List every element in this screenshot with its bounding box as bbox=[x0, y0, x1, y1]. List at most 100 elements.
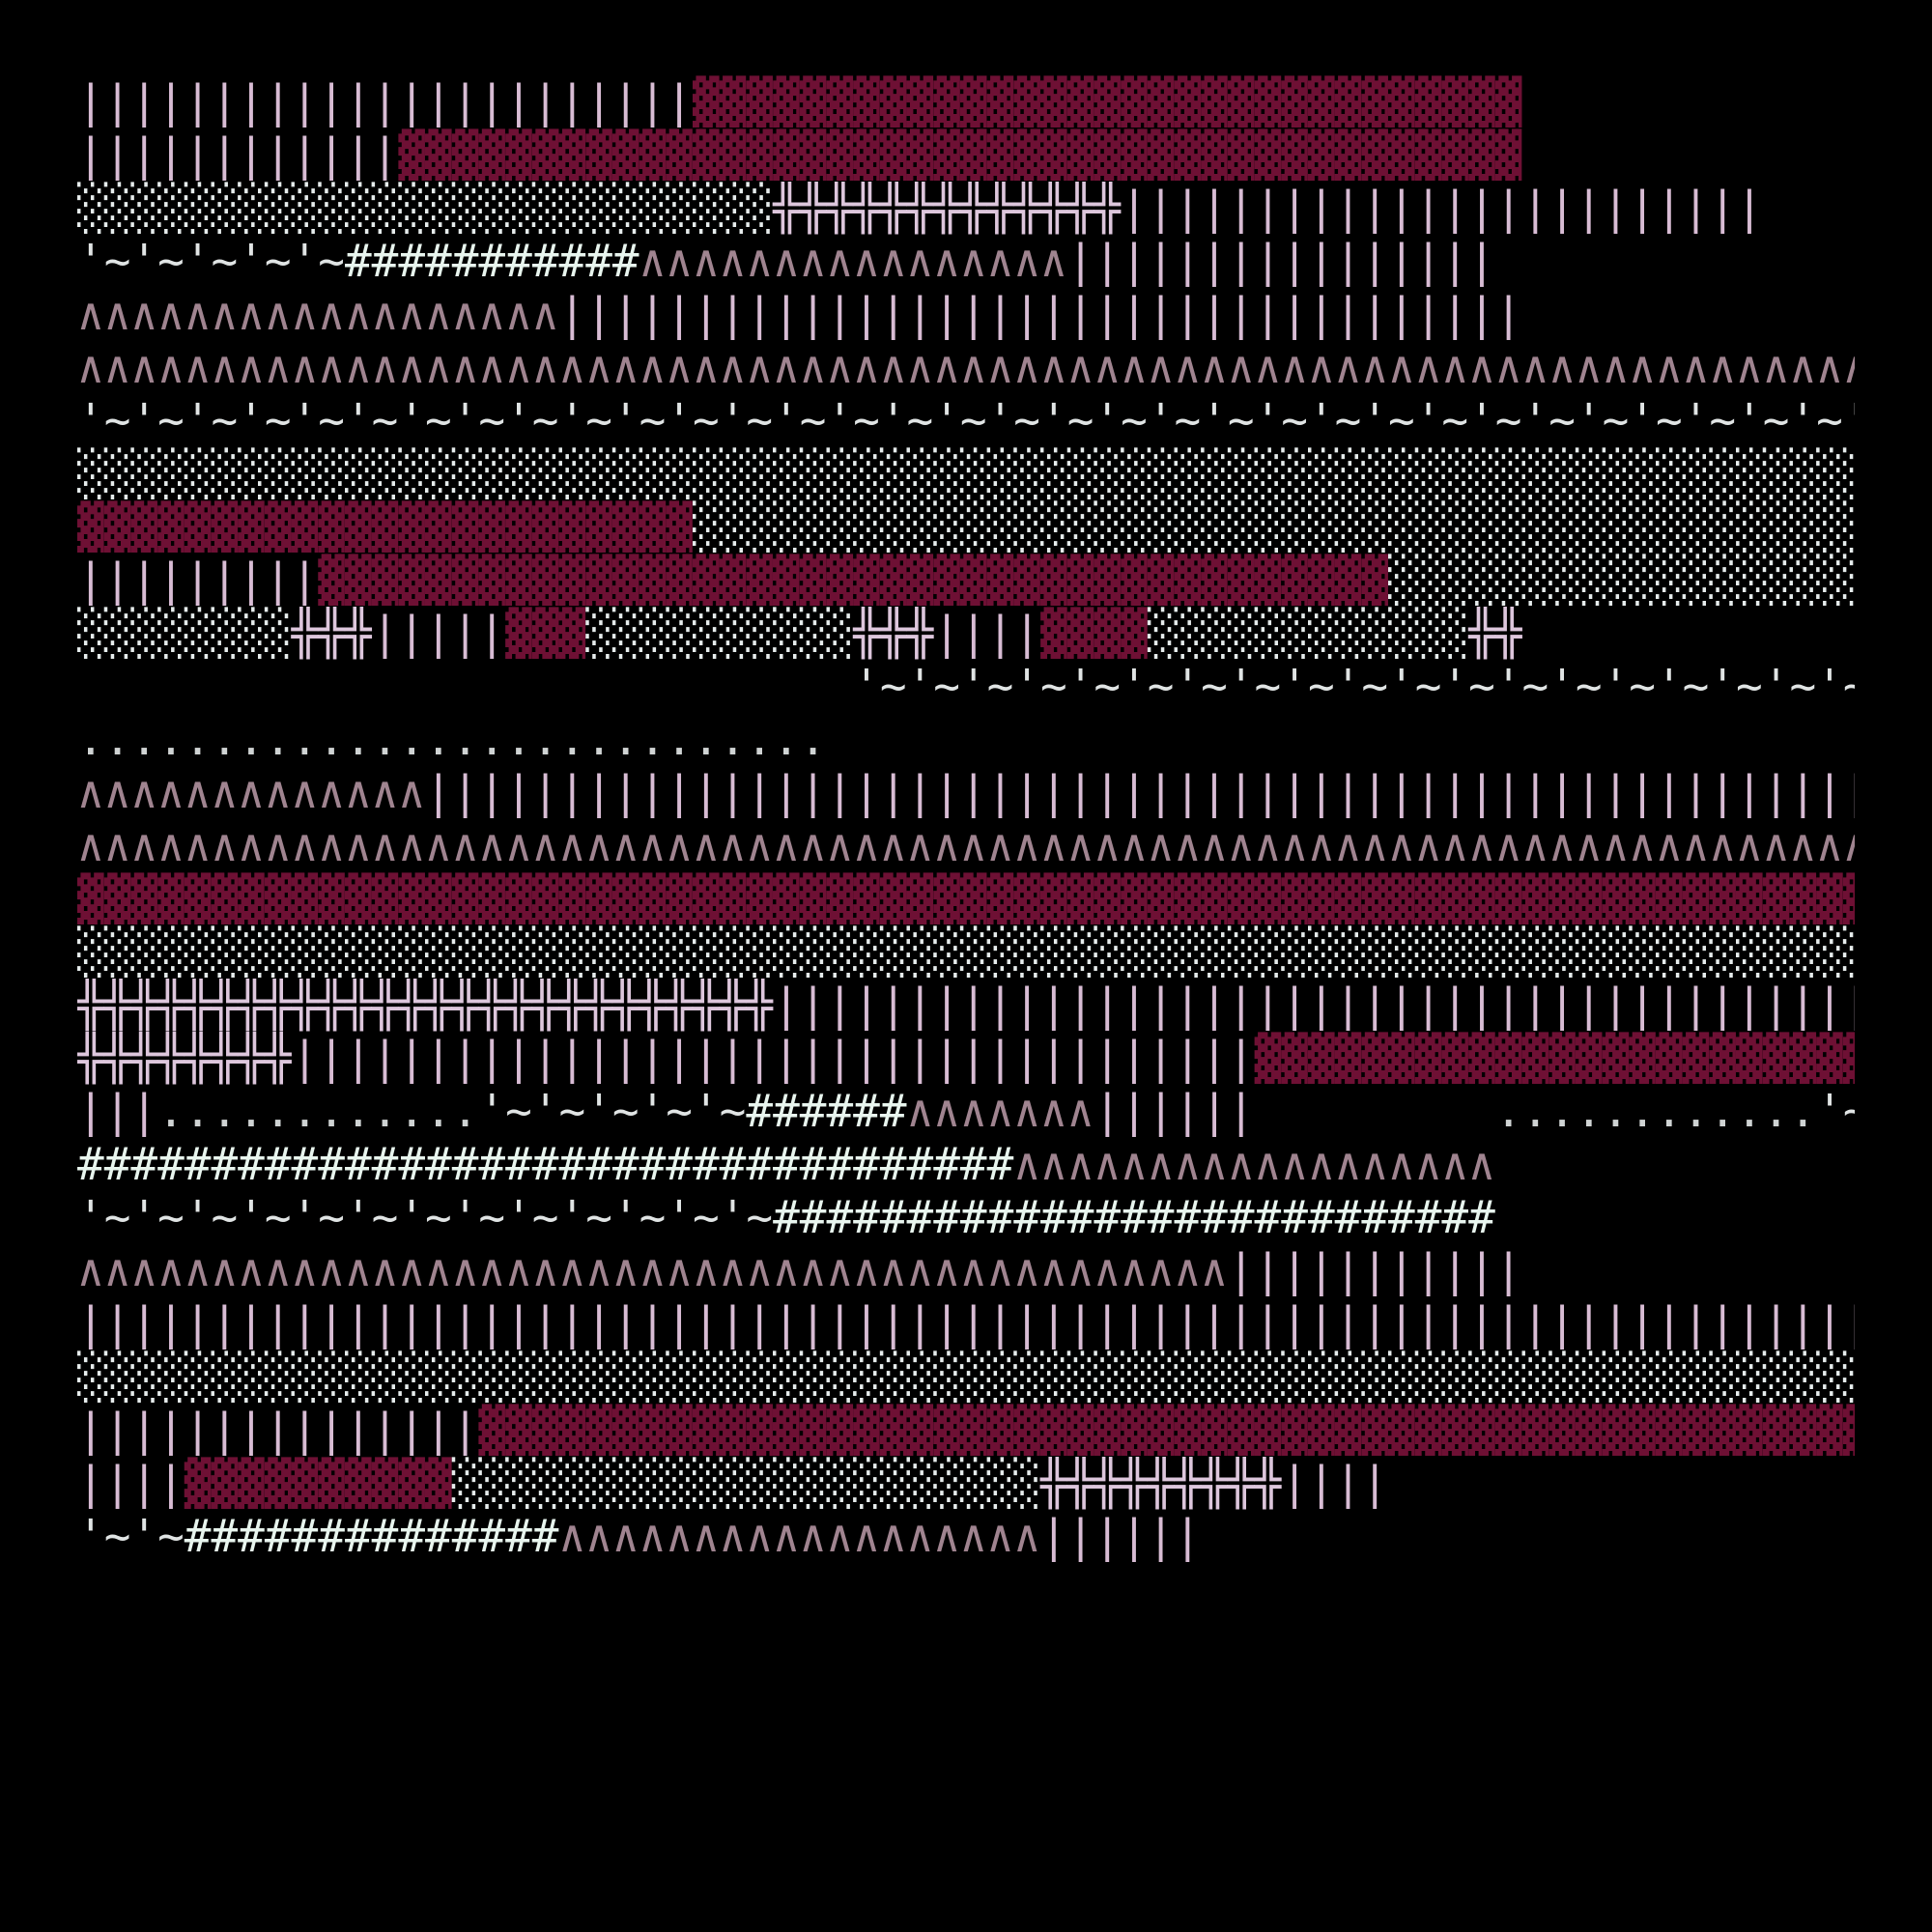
glyph-run-hash: ############## bbox=[184, 1510, 559, 1562]
glyph-run-pad bbox=[1522, 75, 1855, 128]
glyph-run-light_dither: ░░░░░░░░░░░░░░░░░░░░░ bbox=[1388, 554, 1855, 606]
glyph-run-pad bbox=[1522, 1244, 1856, 1296]
glyph-run-wave: '~'~'~'~'~'~'~'~'~'~'~'~'~'~'~'~'~'~'~'~… bbox=[77, 394, 1855, 446]
glyph-run-triangle: ∧∧∧∧∧∧∧∧∧∧∧∧∧∧∧∧∧∧∧∧∧∧∧∧∧∧∧∧∧∧∧∧∧∧∧∧∧∧∧∧… bbox=[77, 341, 1855, 393]
glyph-run-light_dither: ░░░░░░░░░░░░░░░░░░░░░░ bbox=[451, 1457, 1041, 1509]
glyph-row: '~'~'~'~'~'~'~'~'~'~'~'~'~##############… bbox=[77, 1191, 1855, 1244]
glyph-run-bar: ||||||||||||||||||||||||||||||||||||||||… bbox=[425, 766, 1855, 818]
glyph-row: '~'~##############∧∧∧∧∧∧∧∧∧∧∧∧∧∧∧∧∧∧||||… bbox=[77, 1510, 1855, 1563]
glyph-run-triangle: ∧∧∧∧∧∧∧∧∧∧∧∧∧∧∧∧∧∧∧∧∧∧∧∧∧∧∧∧∧∧∧∧∧∧∧∧∧∧∧∧… bbox=[77, 1244, 1228, 1296]
glyph-run-bar: ||||| bbox=[371, 607, 506, 659]
glyph-run-bar: |||||||||||||||||||||||||||||||||||| bbox=[558, 288, 1522, 340]
glyph-row: ∧∧∧∧∧∧∧∧∧∧∧∧∧∧∧∧∧∧∧∧∧∧∧∧∧∧∧∧∧∧∧∧∧∧∧∧∧∧∧∧… bbox=[77, 341, 1855, 394]
glyph-run-dark_dither: ▓▓▓▓▓▓▓▓▓▓▓▓▓▓▓▓▓▓▓▓▓▓▓▓▓▓▓▓▓▓▓▓▓▓▓▓▓▓▓▓… bbox=[77, 872, 1855, 924]
glyph-run-light_dither: ░░░░░░░░░░░░░░░░░░░░░░░░░░░░░░░░░░░░░░░░… bbox=[77, 447, 1855, 499]
glyph-run-hash: ###### bbox=[746, 1085, 907, 1137]
glyph-run-dots: ............................ bbox=[77, 713, 827, 765]
glyph-run-triangle: ∧∧∧∧∧∧∧ bbox=[906, 1085, 1094, 1137]
glyph-run-wave: '~ bbox=[1816, 1085, 1855, 1137]
glyph-run-hash: ################################### bbox=[77, 1138, 1014, 1190]
glyph-row: ||||▓▓▓▓▓▓▓▓▓▓░░░░░░░░░░░░░░░░░░░░░░╬╬╬╬… bbox=[77, 1457, 1855, 1510]
glyph-run-cross: ╬╬ bbox=[1468, 607, 1522, 659]
glyph-run-triangle: ∧∧∧∧∧∧∧∧∧∧∧∧∧∧∧∧∧∧ bbox=[1013, 1138, 1495, 1190]
glyph-run-wave: '~'~'~'~'~ bbox=[478, 1085, 747, 1137]
glyph-art-grid: |||||||||||||||||||||||▓▓▓▓▓▓▓▓▓▓▓▓▓▓▓▓▓… bbox=[77, 75, 1855, 1843]
glyph-row: ░░░░░░░░░░░░░░░░░░░░░░░░░░░░░░░░░░░░░░░░… bbox=[77, 1350, 1855, 1404]
glyph-row: ╬╬╬╬╬╬╬╬||||||||||||||||||||||||||||||||… bbox=[77, 1032, 1855, 1085]
glyph-row: |||||||||▓▓▓▓▓▓▓▓▓▓▓▓▓▓▓▓▓▓▓▓▓▓▓▓▓▓▓▓▓▓▓… bbox=[77, 554, 1855, 607]
glyph-row: '~'~'~'~'~###########∧∧∧∧∧∧∧∧∧∧∧∧∧∧∧∧|||… bbox=[77, 235, 1855, 288]
glyph-run-triangle: ∧∧∧∧∧∧∧∧∧∧∧∧∧∧∧∧∧∧∧∧∧∧∧∧∧∧∧∧∧∧∧∧∧∧∧∧∧∧∧∧… bbox=[77, 819, 1855, 871]
glyph-row: ∧∧∧∧∧∧∧∧∧∧∧∧∧∧∧∧∧∧||||||||||||||||||||||… bbox=[77, 288, 1855, 341]
glyph-run-light_dither: ░░░░░░░░░░ bbox=[585, 607, 854, 659]
glyph-row: ###################################∧∧∧∧∧… bbox=[77, 1138, 1855, 1191]
glyph-run-pad bbox=[1495, 1138, 1855, 1190]
glyph-run-bar: ||||||||||||||| bbox=[77, 1404, 479, 1456]
glyph-run-dots: ............ bbox=[1494, 1085, 1817, 1137]
glyph-run-cross: ╬╬╬ bbox=[291, 607, 372, 659]
glyph-run-hash: ########### bbox=[344, 235, 639, 287]
glyph-run-cross: ╬╬╬╬╬╬╬╬╬╬╬╬╬╬╬╬╬╬╬╬╬╬╬╬╬╬ bbox=[77, 979, 774, 1031]
glyph-run-dark_dither: ▓▓▓▓▓▓▓▓▓▓▓▓▓▓▓▓▓▓▓▓▓▓▓▓▓▓ bbox=[1254, 1032, 1855, 1084]
glyph-run-light_dither: ░░░░░░░░░░░░░░░░░░░░░░░░░░ bbox=[77, 182, 774, 234]
glyph-run-cross: ╬╬╬╬╬╬╬╬ bbox=[77, 1032, 292, 1084]
glyph-row: '~'~'~'~'~'~'~'~'~'~'~'~'~'~'~'~'~'~'~'~… bbox=[77, 394, 1855, 447]
glyph-run-pad bbox=[1495, 1191, 1855, 1243]
glyph-row: ▓▓▓▓▓▓▓▓▓▓▓▓▓▓▓▓▓▓▓▓▓▓▓▓▓▓▓▓▓▓▓▓▓▓▓▓▓▓▓▓… bbox=[77, 872, 1855, 925]
glyph-run-dots: ............ bbox=[157, 1085, 479, 1137]
glyph-row: ∧∧∧∧∧∧∧∧∧∧∧∧∧|||||||||||||||||||||||||||… bbox=[77, 766, 1855, 819]
glyph-run-cross: ╬╬╬╬╬╬╬╬╬ bbox=[1040, 1457, 1282, 1509]
glyph-run-pad bbox=[1763, 182, 1855, 234]
glyph-row: ||||||||||||▓▓▓▓▓▓▓▓▓▓▓▓▓▓▓▓▓▓▓▓▓▓▓▓▓▓▓▓… bbox=[77, 128, 1855, 182]
glyph-run-blank bbox=[77, 660, 853, 712]
glyph-row: ░░░░░░░░░░░░░░░░░░░░░░░░░░╬╬╬╬╬╬╬╬╬╬╬╬╬|… bbox=[77, 182, 1855, 235]
glyph-run-light_dither: ░░░░░░░░░░░░░░░░░░░░░░░░░░░░░░░░░░░░░░░░… bbox=[692, 500, 1855, 553]
glyph-row: ∧∧∧∧∧∧∧∧∧∧∧∧∧∧∧∧∧∧∧∧∧∧∧∧∧∧∧∧∧∧∧∧∧∧∧∧∧∧∧∧… bbox=[77, 819, 1855, 872]
glyph-run-wave: '~'~'~'~'~'~'~'~'~'~'~'~'~ bbox=[77, 1191, 774, 1243]
glyph-row: ∧∧∧∧∧∧∧∧∧∧∧∧∧∧∧∧∧∧∧∧∧∧∧∧∧∧∧∧∧∧∧∧∧∧∧∧∧∧∧∧… bbox=[77, 1244, 1855, 1297]
glyph-run-dark_dither: ▓▓▓▓▓▓▓▓▓▓▓▓▓▓▓▓▓▓▓▓▓▓▓ bbox=[77, 500, 693, 553]
glyph-run-pad bbox=[1495, 235, 1855, 287]
glyph-row: |||||||||||||||▓▓▓▓▓▓▓▓▓▓▓▓▓▓▓▓▓▓▓▓▓▓▓▓▓… bbox=[77, 1404, 1855, 1457]
glyph-run-bar: ||||||||| bbox=[77, 554, 319, 606]
glyph-row: ░░░░░░░░░░░░░░░░░░░░░░░░░░░░░░░░░░░░░░░░… bbox=[77, 447, 1855, 500]
glyph-run-light_dither: ░░░░░░░░░░░░░░░░░░░░░░░░░░░░░░░░░░░░░░░░… bbox=[77, 1350, 1855, 1403]
glyph-run-pad bbox=[1522, 607, 1855, 659]
glyph-run-bar: ||||||||||||||||||||||| bbox=[77, 75, 693, 128]
glyph-run-dark_dither: ▓▓▓ bbox=[505, 607, 586, 659]
glyph-run-wave: '~'~'~'~'~ bbox=[77, 235, 345, 287]
glyph-run-dark_dither: ▓▓▓▓▓▓▓▓▓▓▓▓▓▓▓▓▓▓▓▓▓▓▓▓▓▓▓▓▓▓▓ bbox=[692, 75, 1522, 128]
glyph-run-cross: ╬╬╬ bbox=[853, 607, 934, 659]
glyph-run-bar: ||||||||||| bbox=[1227, 1244, 1522, 1296]
glyph-run-dark_dither: ▓▓▓▓▓▓▓▓▓▓▓▓▓▓▓▓▓▓▓▓▓▓▓▓▓▓▓▓▓▓▓▓▓▓▓▓▓▓▓▓ bbox=[318, 554, 1389, 606]
glyph-run-bar: |||||| bbox=[1040, 1510, 1202, 1562]
glyph-row: ░░░░░░░░░░░░░░░░░░░░░░░░░░░░░░░░░░░░░░░░… bbox=[77, 925, 1855, 979]
glyph-run-triangle: ∧∧∧∧∧∧∧∧∧∧∧∧∧∧∧∧∧∧ bbox=[77, 288, 559, 340]
glyph-row: ............................ bbox=[77, 713, 1855, 766]
glyph-run-bar: |||||||||||||||| bbox=[1066, 235, 1495, 287]
glyph-row: |||............'~'~'~'~'~######∧∧∧∧∧∧∧||… bbox=[77, 1085, 1855, 1138]
glyph-run-dark_dither: ▓▓▓▓▓▓▓▓▓▓▓▓▓▓▓▓▓▓▓▓▓▓▓▓▓▓▓▓▓▓▓▓▓▓▓▓▓▓▓▓… bbox=[398, 128, 1522, 181]
glyph-run-bar: |||||||||||||||||||||||||||||||||||| bbox=[291, 1032, 1255, 1084]
glyph-run-bar: |||||||||||||||||||||||| bbox=[1121, 182, 1763, 234]
glyph-row: ░░░░░░░░╬╬╬|||||▓▓▓░░░░░░░░░░╬╬╬||||▓▓▓▓… bbox=[77, 607, 1855, 660]
glyph-run-triangle: ∧∧∧∧∧∧∧∧∧∧∧∧∧∧∧∧ bbox=[639, 235, 1067, 287]
glyph-run-pad bbox=[1201, 1510, 1855, 1562]
glyph-run-bar: |||| bbox=[933, 607, 1041, 659]
glyph-run-wave: '~'~'~'~'~'~'~'~'~'~'~'~'~'~'~'~'~'~'~'~… bbox=[853, 660, 1855, 712]
glyph-run-bar: ||||||||||||||||||||||||||||||||||||||||… bbox=[773, 979, 1855, 1031]
glyph-run-pad bbox=[1388, 1457, 1855, 1509]
glyph-run-bar: |||| bbox=[1281, 1457, 1389, 1509]
glyph-run-triangle: ∧∧∧∧∧∧∧∧∧∧∧∧∧∧∧∧∧∧ bbox=[558, 1510, 1041, 1562]
glyph-run-light_dither: ░░░░░░░░░░░░ bbox=[1147, 607, 1469, 659]
glyph-run-light_dither: ░░░░░░░░░░░░░░░░░░░░░░░░░░░░░░░░░░░░░░░░… bbox=[77, 925, 1855, 978]
glyph-run-wave: '~'~ bbox=[77, 1510, 185, 1562]
glyph-run-triangle: ∧∧∧∧∧∧∧∧∧∧∧∧∧ bbox=[77, 766, 426, 818]
glyph-row: ||||||||||||||||||||||||||||||||||||||||… bbox=[77, 1297, 1855, 1350]
glyph-run-dark_dither: ▓▓▓▓▓▓▓▓▓▓▓▓▓▓▓▓▓▓▓▓▓▓▓▓▓▓▓▓▓▓▓▓▓▓▓▓▓▓▓▓… bbox=[478, 1404, 1855, 1456]
glyph-run-pad bbox=[826, 713, 1855, 765]
glyph-row: ╬╬╬╬╬╬╬╬╬╬╬╬╬╬╬╬╬╬╬╬╬╬╬╬╬╬||||||||||||||… bbox=[77, 979, 1855, 1032]
glyph-row: |||||||||||||||||||||||▓▓▓▓▓▓▓▓▓▓▓▓▓▓▓▓▓… bbox=[77, 75, 1855, 128]
glyph-run-bar: ||| bbox=[77, 1085, 158, 1137]
glyph-run-hash: ########################### bbox=[773, 1191, 1495, 1243]
